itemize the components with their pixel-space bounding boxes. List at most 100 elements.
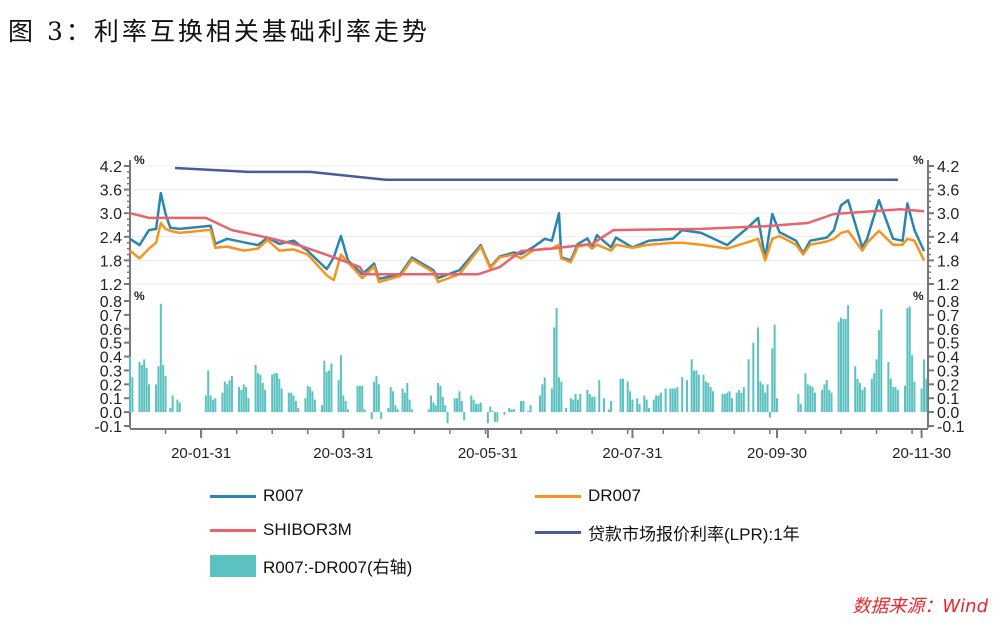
spread-bar: [603, 398, 605, 413]
spread-bar: [292, 395, 295, 413]
spread-bar: [742, 387, 745, 413]
spread-bar: [429, 395, 432, 413]
spread-bar: [164, 376, 167, 413]
spread-bar: [275, 373, 278, 413]
spread-bar: [676, 387, 679, 413]
spread-bar: [738, 389, 741, 413]
spread-bar: [572, 399, 575, 413]
spread-bar: [896, 389, 899, 413]
spread-bar: [463, 412, 466, 421]
spread-bar: [664, 388, 667, 413]
spread-bar: [313, 399, 316, 413]
spread-bar: [804, 373, 807, 413]
series-line-lpr: [174, 166, 898, 182]
spread-bar: [771, 348, 774, 413]
spread-bar: [776, 398, 779, 413]
spread-bar: [527, 410, 530, 413]
spread-bar: [730, 398, 733, 413]
y-tick-label-right: 3.0: [937, 206, 959, 223]
spread-bar: [619, 378, 622, 413]
spread-bar: [432, 402, 435, 413]
spread-bar: [223, 381, 226, 413]
spread-bar: [856, 378, 859, 413]
spread-bar: [143, 359, 146, 413]
y-tick-label-left: 1.8: [100, 253, 122, 270]
spread-bar: [693, 370, 696, 413]
y-tick-label-right: 3.6: [937, 183, 959, 200]
spread-bar: [655, 395, 658, 413]
spread-bar: [875, 359, 878, 413]
spread-bar: [809, 385, 812, 413]
spread-bar: [337, 380, 340, 413]
y-tick-label-right: 0.3: [937, 363, 959, 380]
spread-bar: [553, 327, 556, 413]
legend-label: R007:-DR007(右轴): [263, 558, 413, 577]
spread-bar: [394, 405, 397, 413]
spread-bar: [373, 381, 376, 413]
legend-swatch-dr007: [535, 494, 581, 498]
spread-bar: [840, 317, 842, 413]
spread-bar: [925, 378, 928, 413]
spread-bar: [873, 373, 876, 413]
spread-bar: [709, 387, 712, 413]
spread-bar: [889, 378, 892, 413]
spread-bar: [145, 367, 148, 413]
legend-swatch-r007: [210, 494, 256, 498]
spread-bar: [712, 391, 715, 413]
spread-bar: [503, 412, 506, 415]
spread-bar: [363, 409, 366, 413]
legend-item-shibor3m: SHIBOR3M: [210, 520, 352, 540]
spread-bar: [408, 399, 411, 413]
spread-bar: [574, 394, 577, 413]
spread-bar: [508, 407, 511, 413]
legend-swatch-spread: [210, 554, 256, 577]
spread-bar: [361, 385, 364, 413]
spread-bar: [728, 391, 731, 413]
y-tick-label-left: 0.4: [100, 350, 122, 367]
y-tick-label-left: 0.3: [100, 363, 122, 380]
spread-bar: [757, 327, 760, 413]
spread-bar: [140, 364, 143, 413]
spread-bar: [129, 356, 131, 413]
spread-bar: [799, 403, 802, 413]
spread-bar: [828, 389, 831, 413]
spread-bar: [297, 407, 300, 413]
spread-bar: [214, 398, 217, 413]
y-tick-label-right: 0.1: [937, 391, 959, 408]
spread-bar: [761, 384, 764, 413]
spread-bar: [671, 388, 674, 413]
spread-bar: [207, 370, 210, 413]
spread-bar: [226, 384, 229, 413]
spread-bar: [131, 377, 134, 413]
spread-bar: [344, 401, 347, 413]
y-tick-label-left: 4.2: [100, 159, 122, 176]
y-unit-right: %: [913, 289, 924, 303]
spread-bar: [740, 392, 743, 413]
legend-label: SHIBOR3M: [263, 520, 352, 539]
x-tick-label: 20-11-30: [892, 445, 951, 462]
spread-bar: [877, 330, 880, 413]
spread-bar: [887, 362, 890, 413]
spread-bar: [320, 405, 323, 413]
spread-bar: [847, 305, 850, 413]
spread-bar: [475, 403, 478, 413]
y-tick-label-right: 0.5: [937, 336, 959, 353]
spread-bar: [908, 306, 911, 413]
spread-bar: [211, 399, 214, 413]
legend-item-lpr: 贷款市场报价利率(LPR):1年: [535, 520, 800, 545]
spread-bar: [387, 407, 390, 413]
spread-bar: [389, 387, 392, 413]
spread-bar: [304, 398, 307, 413]
spread-bar: [522, 401, 525, 413]
spread-bar: [880, 309, 883, 413]
spread-bar: [697, 374, 700, 413]
spread-bar: [147, 384, 150, 413]
spread-bar: [911, 355, 914, 413]
spread-bar: [726, 392, 729, 413]
spread-bar: [290, 392, 293, 413]
y-tick-label-right: 2.4: [937, 230, 959, 247]
spread-bar: [380, 412, 383, 420]
spread-bar: [579, 394, 582, 413]
spread-bar: [892, 387, 895, 413]
